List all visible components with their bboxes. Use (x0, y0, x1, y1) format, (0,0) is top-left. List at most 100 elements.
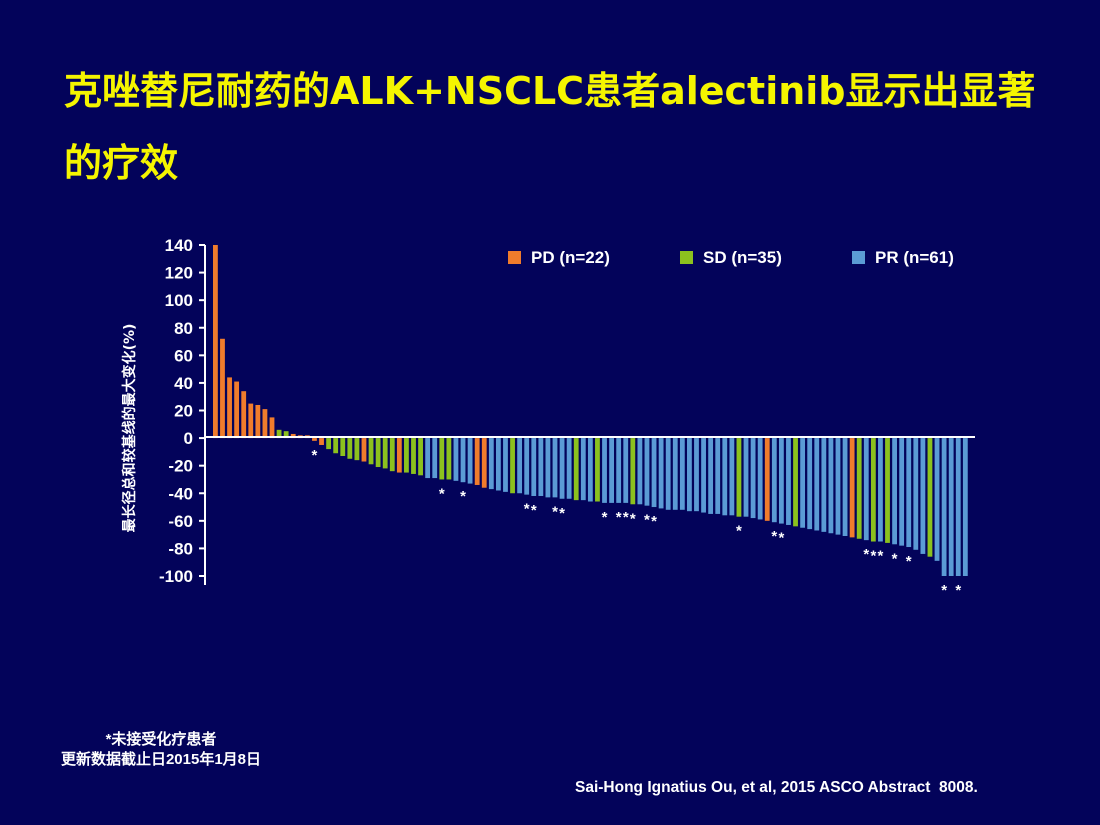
chart-bars (213, 245, 968, 576)
untreated-marker: * (736, 523, 742, 540)
y-axis-label: 最长径总和较基线的最大变化(%) (121, 324, 138, 533)
untreated-marker: * (552, 503, 558, 520)
bar-sd (354, 438, 360, 461)
bar-pd (396, 438, 402, 473)
y-axis: 140 120 100 80 60 40 20 0 -20 -40 -60 -80 -100 (159, 236, 206, 586)
bar-pr (750, 438, 756, 519)
footnote-line-2: 更新数据截止日2015年1月8日 (60, 751, 262, 768)
y-tick-label: -60 (168, 512, 193, 531)
y-tick-label: -40 (168, 484, 193, 503)
footnote-line-1: *未接受化疗患者 (105, 731, 217, 748)
untreated-marker: * (906, 553, 912, 570)
bar-sd (276, 429, 282, 439)
untreated-marker: * (524, 501, 530, 518)
untreated-marker: * (778, 530, 784, 547)
untreated-marker: * (651, 513, 657, 530)
bar-sd (340, 438, 346, 457)
bar-pr (729, 438, 735, 516)
bar-sd (510, 438, 515, 494)
untreated-marker: * (602, 509, 608, 526)
bar-pr (432, 438, 438, 479)
legend: PD (n=22) SD (n=35) PR (n=61) (508, 248, 954, 267)
footnote: *未接受化疗患者 更新数据截止日2015年1月8日 (56, 730, 266, 770)
bar-pd (319, 438, 324, 445)
bar-pr (545, 438, 551, 498)
legend-swatch-pd (508, 251, 521, 264)
bar-sd (347, 438, 353, 459)
bar-pd (227, 377, 232, 439)
bar-pr (460, 438, 466, 483)
bar-pr (708, 438, 714, 514)
untreated-marker: * (531, 502, 537, 519)
untreated-marker: * (644, 512, 650, 529)
bar-pr (778, 438, 784, 524)
bar-pd (213, 245, 218, 439)
bar-pd (481, 438, 487, 488)
untreated-marker: * (771, 528, 777, 545)
y-tick-label: 60 (174, 346, 193, 365)
bar-pr (623, 438, 629, 503)
bar-pd (361, 438, 367, 462)
bar-sd (927, 438, 933, 557)
bar-pr (906, 438, 912, 548)
bar-sd (870, 438, 876, 542)
bar-sd (404, 438, 409, 473)
bar-sd (375, 438, 381, 468)
bar-pr (934, 438, 940, 561)
bar-pr (962, 438, 968, 576)
bar-sd (793, 438, 798, 527)
untreated-marker: * (439, 485, 445, 502)
bar-pr (771, 438, 777, 523)
citation: Sai-Hong Ignatius Ou, et al, 2015 ASCO A… (575, 779, 978, 796)
bar-pr (842, 438, 848, 536)
bar-pr (453, 438, 459, 481)
bar-pr (835, 438, 841, 535)
bar-pr (722, 438, 728, 516)
y-tick-label: -80 (168, 539, 193, 558)
bar-pr (786, 438, 791, 525)
legend-swatch-sd (680, 251, 693, 264)
bar-pr (679, 438, 685, 510)
y-tick-label: 20 (174, 402, 193, 421)
y-tick-label: 120 (165, 264, 193, 283)
untreated-marker: * (623, 509, 629, 526)
bar-pr (800, 438, 806, 528)
bar-sd (382, 438, 388, 469)
bar-pr (892, 438, 897, 545)
bar-pr (701, 438, 706, 513)
bar-pr (580, 438, 586, 501)
bar-pr (495, 438, 501, 491)
y-tick-label: 80 (174, 319, 193, 338)
bar-pr (913, 438, 919, 550)
bar-pr (503, 438, 508, 492)
bar-pr (863, 438, 869, 541)
chart-annotations: ** ** * * * * * * * * ** * ** * * * ** * (312, 447, 962, 599)
y-tick-label: 100 (165, 291, 193, 310)
bar-pr (743, 438, 749, 517)
untreated-marker: * (312, 447, 318, 464)
bar-pr (488, 438, 494, 490)
untreated-marker: * (863, 546, 869, 563)
bar-pd (269, 417, 275, 439)
bar-sd (389, 438, 395, 472)
bar-pr (658, 438, 664, 509)
bar-sd (856, 438, 862, 539)
bar-sd (418, 438, 423, 476)
untreated-marker: * (955, 582, 961, 599)
bar-pr (587, 438, 593, 502)
legend-label-pr: PR (n=61) (875, 248, 954, 267)
bar-pr (948, 438, 954, 576)
slide-title: 克唑替尼耐药的ALK+NSCLC患者alectinib显示出显著的疗效 (64, 69, 1036, 185)
bar-pd (764, 438, 770, 521)
untreated-marker: * (870, 548, 876, 565)
bar-pr (941, 438, 947, 576)
bar-sd (446, 438, 452, 480)
bar-pd (312, 438, 317, 441)
bar-pr (538, 438, 544, 497)
y-tick-label: -20 (168, 457, 193, 476)
bar-pr (609, 438, 614, 503)
bar-sd (411, 438, 416, 474)
untreated-marker: * (878, 548, 884, 565)
bar-pr (814, 438, 820, 531)
